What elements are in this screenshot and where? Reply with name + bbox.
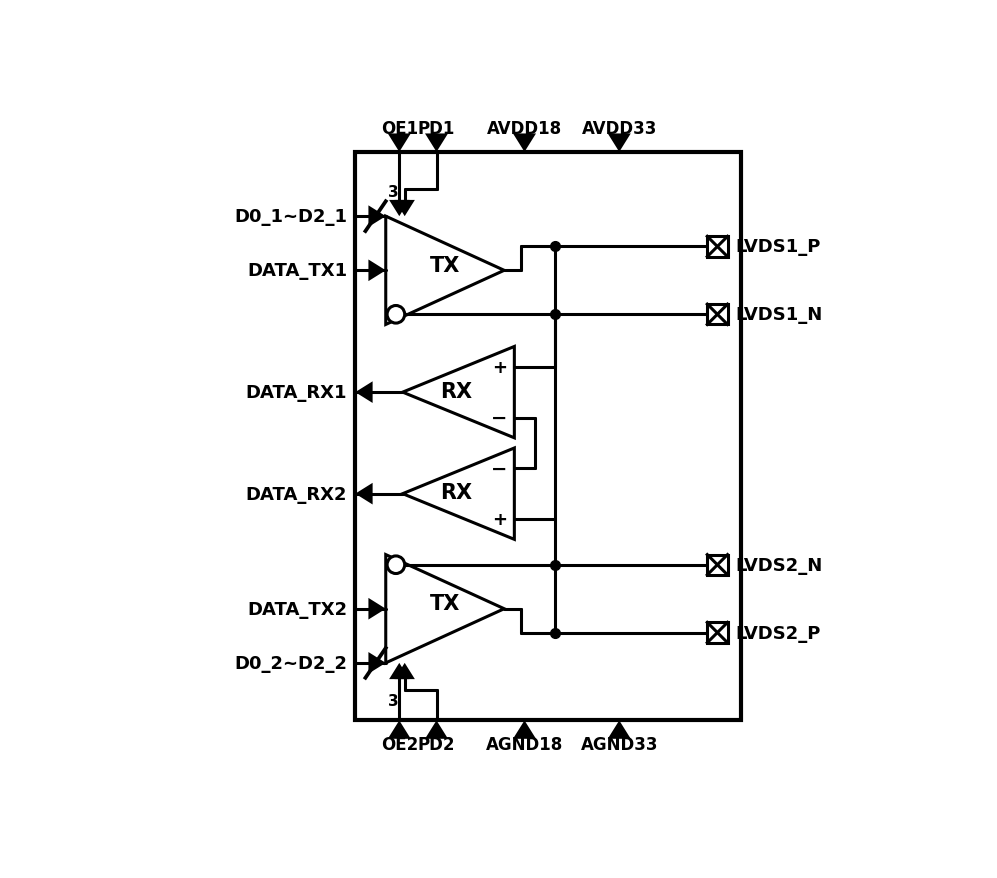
Text: RX: RX [441,483,473,503]
Text: D0_1~D2_1: D0_1~D2_1 [234,208,347,226]
Text: TX: TX [430,255,461,276]
Polygon shape [608,721,631,739]
Text: DATA_TX2: DATA_TX2 [247,600,347,618]
Polygon shape [389,663,410,680]
Polygon shape [388,134,411,153]
Text: DATA_RX1: DATA_RX1 [245,384,347,401]
Polygon shape [608,134,631,153]
Text: D0_2~D2_2: D0_2~D2_2 [234,654,347,672]
Text: DATA_RX2: DATA_RX2 [245,486,347,503]
Polygon shape [388,721,411,739]
Polygon shape [355,483,373,505]
Text: AGND33: AGND33 [580,736,658,753]
Text: LVDS1_P: LVDS1_P [736,238,822,256]
Text: PD2: PD2 [418,736,456,753]
Text: OE2: OE2 [381,736,418,753]
Bar [355,153,741,721]
Text: AGND18: AGND18 [486,736,563,753]
Text: +: + [492,358,506,376]
Polygon shape [513,721,536,739]
Text: AVDD18: AVDD18 [487,119,562,138]
Text: RX: RX [441,381,473,401]
Text: LVDS2_P: LVDS2_P [736,624,822,642]
Text: LVDS1_N: LVDS1_N [736,306,823,324]
Bar [707,555,728,575]
Polygon shape [425,721,448,739]
Polygon shape [389,201,410,217]
Circle shape [387,306,405,324]
Polygon shape [425,134,448,153]
Polygon shape [395,201,415,217]
Text: AVDD33: AVDD33 [581,119,657,138]
Bar [707,237,728,257]
Polygon shape [395,663,415,680]
Bar [707,305,728,325]
Text: 3: 3 [388,185,399,200]
Polygon shape [369,206,386,227]
Polygon shape [369,652,386,674]
Text: LVDS2_N: LVDS2_N [736,556,823,574]
Text: TX: TX [430,594,461,614]
Polygon shape [369,598,386,620]
Text: PD1: PD1 [418,119,456,138]
Polygon shape [355,382,373,404]
Text: −: − [492,409,507,428]
Text: OE1: OE1 [381,119,418,138]
Polygon shape [369,260,386,282]
Text: DATA_TX1: DATA_TX1 [247,262,347,280]
Circle shape [387,557,405,574]
Text: 3: 3 [388,694,399,709]
Text: −: − [492,459,507,478]
Polygon shape [513,134,536,153]
Bar [707,623,728,643]
Text: +: + [492,511,506,529]
